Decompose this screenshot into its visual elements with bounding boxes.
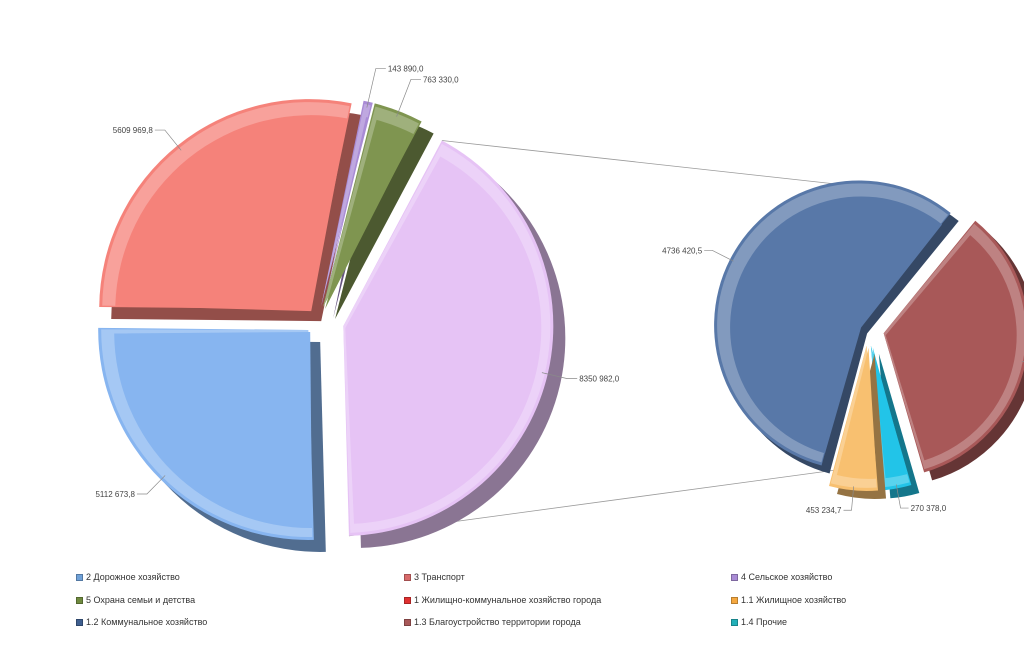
secondary-pie-slice-inner [872,347,908,479]
secondary-pie-leader-line [895,484,909,509]
legend-item-family: 5 Охрана семьи и детства [76,595,195,605]
legend-item-housing: 1.1 Жилищное хозяйство [731,595,846,605]
legend-swatch [76,573,83,581]
legend-item-road: 2 Дорожное хозяйство [76,572,180,582]
legend-label: 1.2 Коммунальное хозяйство [86,617,208,627]
main-pie-slice-inner [325,119,415,309]
legend-swatch [404,618,411,626]
secondary-pie-slice [883,220,1024,481]
connector-line-top [441,140,864,188]
legend-swatch [76,596,83,604]
secondary-pie [714,180,1024,499]
main-pie-slice-inner [115,115,348,312]
legend-label: 2 Дорожное хозяйство [86,572,180,582]
legend-label: 5 Охрана семьи и детства [86,595,196,605]
legend-label: 4 Сельское хозяйство [741,572,833,582]
main-pie-data-label: 5112 673,8 [95,490,135,499]
legend-swatch [404,573,411,581]
main-pie-slice-inner [114,331,313,528]
data-labels: 8350 982,0 5112 673,8 5609 969,8 143 890,07… [95,65,947,516]
legend-label: 1.4 Прочие [741,617,788,627]
main-pie-data-label: 143 890,0 [388,65,424,74]
secondary-pie-data-label: 270 378,0 [911,504,947,513]
secondary-pie-data-label: 453 234,7 [806,506,842,515]
legend-label: 1.3 Благоустройство территории города [414,617,581,627]
main-pie-slice [98,327,326,552]
secondary-pie-slice-inner [885,235,1017,461]
main-pie-data-label: 8350 982,0 [579,375,620,384]
main-pie [98,99,566,552]
secondary-pie-slice-inner [836,347,877,479]
main-pie-data-label: 5609 969,8 [113,126,154,135]
secondary-pie-data-label: 4736 420,5 [662,246,703,255]
main-pie-slice-inner [323,117,369,309]
secondary-pie-slice-inner [730,196,943,454]
legend-label: 3 Транспорт [414,572,465,582]
main-pie-leader-line [154,129,182,151]
legend-item-agriculture: 4 Сельское хозяйство [731,572,832,582]
main-pie-leader-line [396,78,421,117]
legend-label: 1.1 Жилищное хозяйство [741,595,847,605]
main-pie-slice [343,140,566,548]
main-pie-leader-line [366,68,386,108]
secondary-pie-slice [714,180,959,474]
main-pie-slice [323,103,434,319]
main-pie-slice [99,99,364,322]
secondary-pie-leader-line [704,249,734,262]
legend-swatch [404,596,411,604]
main-pie-slice-inner [345,156,542,524]
main-pie-leader-line [541,372,578,379]
legend-item-housing-utilities: 1 Жилищно-коммунальное хозяйство города [404,595,601,605]
pie-of-pie-chart: 8350 982,0 5112 673,8 5609 969,8 143 890,0 7… [95,65,1024,552]
secondary-pie-leader-line [843,486,855,511]
legend-swatch [731,596,738,604]
legend-swatch [731,618,738,626]
main-pie-leader-line [136,475,166,495]
legend-item-other: 1.4 Прочие [731,617,787,627]
main-pie-slice-side [335,115,434,319]
leader-lines [136,68,1024,511]
legend-label: 1 Жилищно-коммунальное хозяйство города [414,595,602,605]
legend-swatch [731,573,738,581]
main-pie-data-label: 763 330,0 [423,75,459,84]
secondary-pie-slice [829,345,887,499]
legend-item-landscaping: 1.3 Благоустройство территории города [404,617,581,627]
chart-canvas: 8350 982,0 5112 673,8 5609 969,8 143 890,07… [95,65,1024,552]
legend-item-utilities: 1.2 Коммунальное хозяйство [76,617,207,627]
legend-swatch [76,618,83,626]
legend-item-transport: 3 Транспорт [404,572,465,582]
